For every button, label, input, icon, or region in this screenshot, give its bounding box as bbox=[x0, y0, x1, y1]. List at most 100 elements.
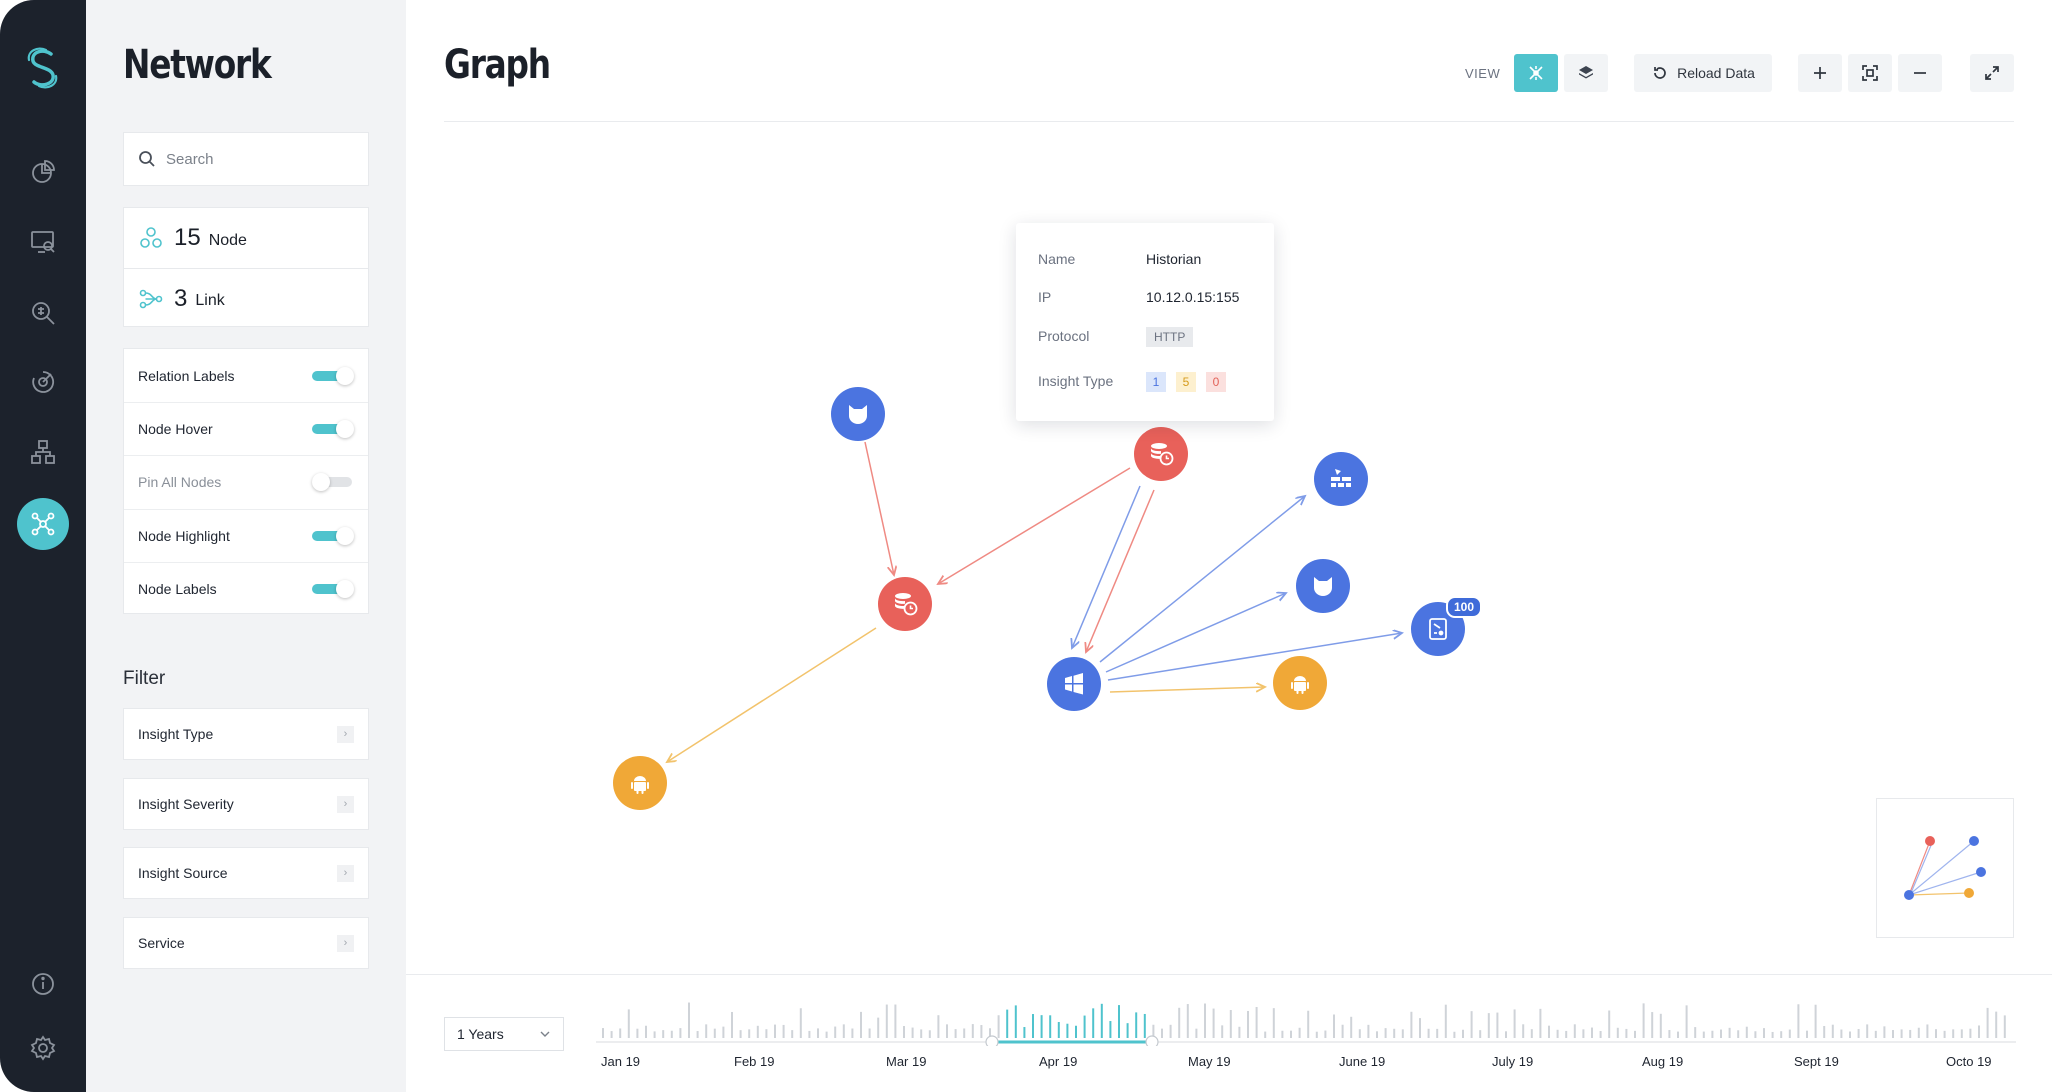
toggle-switch[interactable] bbox=[312, 526, 354, 545]
timeline-bar bbox=[1969, 1028, 1972, 1038]
timeline-bar bbox=[885, 1004, 888, 1038]
reload-data-button[interactable]: Reload Data bbox=[1634, 54, 1772, 92]
timeline-bar bbox=[1539, 1008, 1542, 1038]
graph-node-historian[interactable] bbox=[1134, 427, 1188, 481]
timeline-bar bbox=[1178, 1007, 1181, 1038]
toggle-switch[interactable] bbox=[312, 420, 354, 439]
toggle-node-highlight[interactable]: Node Highlight bbox=[124, 508, 368, 562]
timeline-bar bbox=[1788, 1029, 1791, 1038]
graph-node[interactable] bbox=[613, 756, 667, 810]
minimap-preview bbox=[1904, 836, 1986, 900]
timeline-bar bbox=[1556, 1029, 1559, 1038]
toggle-label: Node Labels bbox=[138, 580, 217, 597]
graph-node[interactable] bbox=[831, 387, 885, 441]
timeline-bar bbox=[1204, 1003, 1206, 1038]
node-count-row: 15 Node bbox=[124, 208, 368, 268]
timeline-bar bbox=[1324, 1030, 1327, 1038]
filter-service[interactable]: Service › bbox=[123, 917, 369, 969]
timeline-bar bbox=[1952, 1029, 1955, 1038]
android-icon bbox=[1291, 676, 1309, 694]
node-count-badge: 100 bbox=[1446, 596, 1483, 618]
sidebar-title: Network bbox=[123, 42, 272, 88]
timeline-bar bbox=[679, 1028, 682, 1038]
timeline-bar bbox=[1049, 1015, 1052, 1038]
timeline-bar bbox=[1754, 1031, 1757, 1038]
rail-info[interactable] bbox=[17, 958, 69, 1010]
timeline-bar bbox=[946, 1024, 948, 1038]
timeline[interactable]: Jan 19 Feb 19 Mar 19 Apr 19 May 19 June … bbox=[596, 996, 2016, 1092]
timeline-bar bbox=[1401, 1029, 1404, 1038]
graph-node[interactable] bbox=[878, 577, 932, 631]
rail-hierarchy[interactable] bbox=[17, 426, 69, 478]
search-input[interactable] bbox=[166, 150, 356, 168]
timeline-bar bbox=[1917, 1027, 1920, 1038]
time-range-select[interactable]: 1 Years bbox=[444, 1017, 564, 1051]
timeline-bar bbox=[722, 1026, 725, 1038]
timeline-bar bbox=[1427, 1028, 1430, 1038]
timeline-bar bbox=[791, 1030, 794, 1038]
toggle-pin-all-nodes[interactable]: Pin All Nodes bbox=[124, 455, 368, 508]
graph-node[interactable] bbox=[1296, 559, 1350, 613]
timeline-bar bbox=[1195, 1028, 1198, 1038]
timeline-bar bbox=[1186, 1004, 1189, 1038]
firewall-icon bbox=[1331, 469, 1351, 487]
timeline-bar bbox=[1393, 1028, 1396, 1038]
timeline-bar bbox=[1247, 1010, 1249, 1038]
zoom-in-button[interactable] bbox=[1798, 54, 1842, 92]
database-clock-icon bbox=[1150, 443, 1174, 466]
filter-insight-type[interactable]: Insight Type › bbox=[123, 708, 369, 760]
view-label: VIEW bbox=[1465, 66, 1501, 81]
timeline-bar bbox=[1376, 1031, 1378, 1038]
graph-edge bbox=[1086, 489, 1155, 652]
toggle-switch[interactable] bbox=[312, 579, 354, 598]
graph-minimap[interactable] bbox=[1876, 798, 2014, 938]
fit-view-button[interactable] bbox=[1848, 54, 1892, 92]
toggle-node-hover[interactable]: Node Hover bbox=[124, 402, 368, 455]
timeline-bar bbox=[1272, 1008, 1275, 1038]
app-logo-icon[interactable] bbox=[21, 46, 65, 90]
toggle-relation-labels[interactable]: Relation Labels bbox=[124, 349, 368, 402]
rail-threats[interactable] bbox=[17, 286, 69, 338]
timeline-bar bbox=[1797, 1004, 1800, 1038]
graph-node[interactable] bbox=[1273, 656, 1327, 710]
graph-node[interactable] bbox=[1314, 452, 1368, 506]
graph-layout-icon bbox=[1529, 66, 1543, 80]
timeline-bar bbox=[1384, 1028, 1387, 1038]
timeline-bar bbox=[1092, 1008, 1095, 1038]
chevron-right-icon: › bbox=[337, 934, 354, 952]
graph-view-button[interactable] bbox=[1514, 54, 1558, 92]
graph-edge bbox=[667, 627, 877, 762]
timeline-bar bbox=[1651, 1012, 1654, 1038]
rail-network[interactable] bbox=[17, 498, 69, 550]
rail-dashboard[interactable] bbox=[17, 146, 69, 198]
toggle-label: Node Hover bbox=[138, 421, 213, 438]
timeline-bar bbox=[1935, 1029, 1937, 1038]
graph-edge bbox=[938, 467, 1131, 584]
timeline-bar bbox=[989, 1028, 991, 1038]
timeline-bar bbox=[868, 1028, 871, 1038]
toggle-node-labels[interactable]: Node Labels bbox=[124, 561, 368, 615]
timeline-bar bbox=[670, 1030, 673, 1038]
toggle-switch[interactable] bbox=[312, 366, 354, 385]
layers-view-button[interactable] bbox=[1564, 54, 1608, 92]
insight-low-badge: 1 bbox=[1146, 372, 1166, 392]
toggle-switch[interactable] bbox=[312, 473, 354, 492]
timeline-bar bbox=[653, 1031, 656, 1038]
timeline-bar bbox=[1943, 1030, 1946, 1038]
rail-monitor[interactable] bbox=[17, 216, 69, 268]
rail-settings[interactable] bbox=[17, 1022, 69, 1074]
graph-node[interactable] bbox=[1047, 657, 1101, 711]
timeline-bar bbox=[1711, 1030, 1714, 1038]
filter-insight-severity[interactable]: Insight Severity › bbox=[123, 778, 369, 830]
zoom-out-button[interactable] bbox=[1898, 54, 1942, 92]
timeline-bar bbox=[1479, 1030, 1482, 1038]
search-box[interactable] bbox=[123, 132, 369, 186]
graph-edge bbox=[1107, 633, 1402, 681]
toggle-label: Node Highlight bbox=[138, 527, 230, 544]
rail-scan[interactable] bbox=[17, 356, 69, 408]
radar-icon bbox=[32, 371, 55, 393]
left-rail bbox=[0, 0, 86, 1092]
toggle-label: Relation Labels bbox=[138, 367, 235, 384]
filter-insight-source[interactable]: Insight Source › bbox=[123, 847, 369, 899]
fullscreen-button[interactable] bbox=[1970, 54, 2014, 92]
